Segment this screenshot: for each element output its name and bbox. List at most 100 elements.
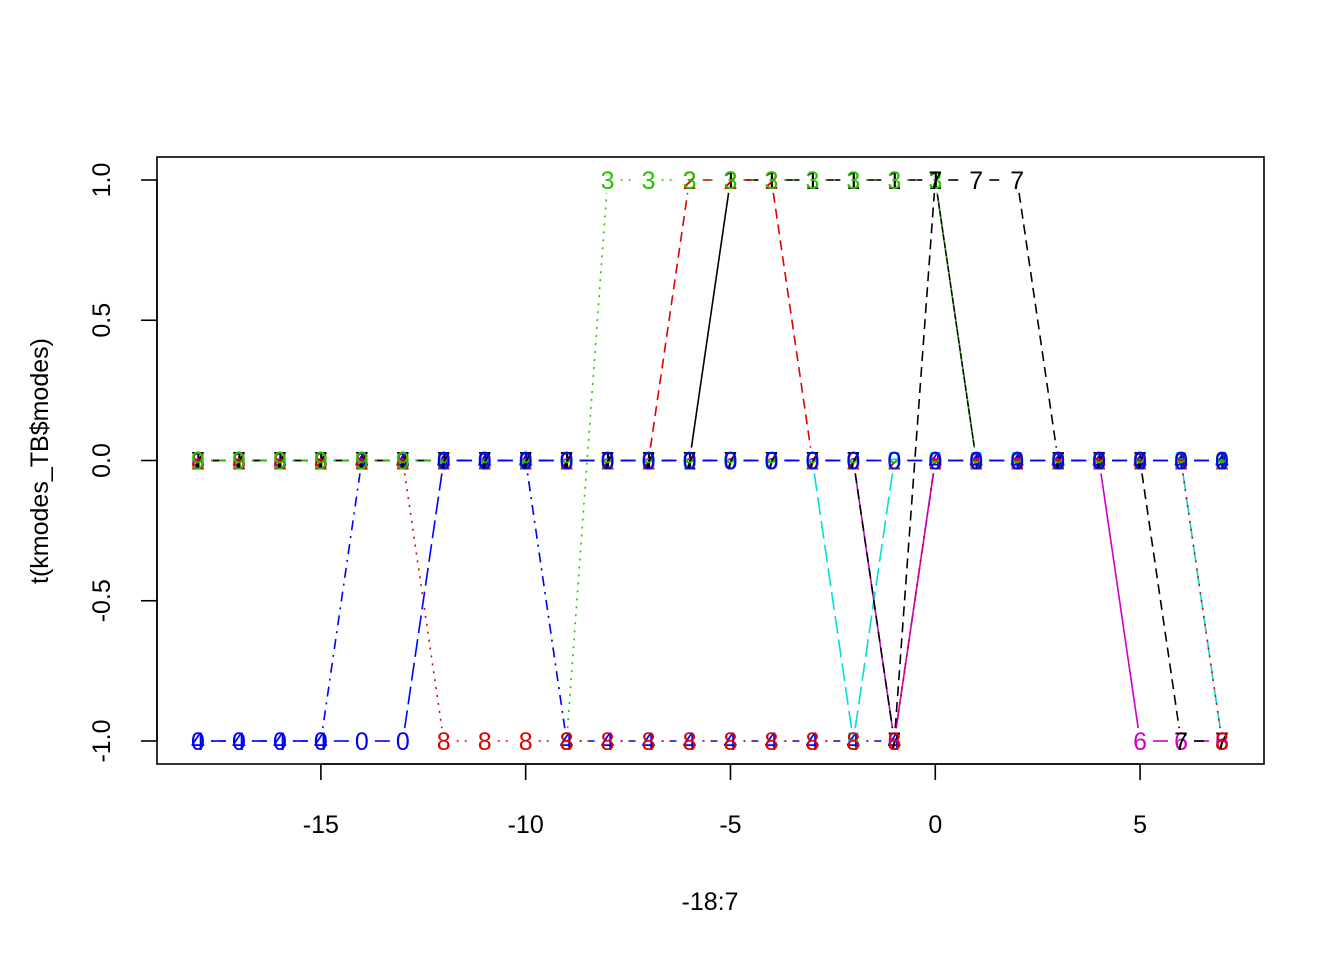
x-tick-label: -5 [719, 811, 741, 839]
point-marker: 3 [764, 167, 778, 195]
point-marker: 3 [396, 448, 410, 476]
point-marker: 8 [601, 728, 615, 756]
point-marker: 3 [314, 448, 328, 476]
point-marker: 5 [478, 448, 492, 476]
point-marker: 5 [642, 448, 656, 476]
point-marker: 5 [928, 448, 942, 476]
point-marker: 3 [273, 448, 287, 476]
point-marker: 1 [642, 448, 656, 476]
y-tick-label: -0.5 [88, 579, 116, 622]
series-segment [936, 192, 976, 448]
series-segment [894, 192, 936, 729]
point-marker: 0 [724, 448, 738, 476]
point-marker: 9 [887, 448, 901, 476]
point-marker: 9 [1174, 448, 1188, 476]
series-segment [649, 192, 689, 448]
point-marker: 5 [314, 448, 328, 476]
point-marker: 6 [846, 448, 860, 476]
point-marker: 8 [887, 728, 901, 756]
point-marker: 1 [191, 448, 205, 476]
point-marker: 4 [601, 728, 615, 756]
point-marker: 8 [437, 728, 451, 756]
point-marker: 4 [191, 728, 205, 756]
point-marker: 9 [683, 448, 697, 476]
y-tick-label: -1.0 [88, 719, 116, 762]
point-marker: 9 [314, 448, 328, 476]
point-marker: 2 [683, 167, 697, 195]
x-axis-label: -18:7 [682, 888, 739, 916]
point-marker: 3 [846, 167, 860, 195]
point-marker: 3 [969, 448, 983, 476]
point-marker: 7 [437, 448, 451, 476]
point-marker: 5 [969, 448, 983, 476]
point-marker: 8 [1010, 448, 1024, 476]
point-marker: 4 [396, 448, 410, 476]
point-marker: 1 [1133, 448, 1147, 476]
point-marker: 1 [764, 167, 778, 195]
point-marker: 5 [191, 448, 205, 476]
point-marker: 3 [519, 448, 533, 476]
point-marker: 4 [764, 728, 778, 756]
point-marker: 4 [805, 728, 819, 756]
point-marker: 6 [1133, 728, 1147, 756]
point-marker: 0 [601, 448, 615, 476]
point-marker: 3 [1215, 448, 1229, 476]
point-marker: 6 [1215, 728, 1229, 756]
point-marker: 6 [1092, 448, 1106, 476]
point-marker: 5 [846, 728, 860, 756]
point-marker: 3 [437, 448, 451, 476]
point-marker: 2 [601, 448, 615, 476]
point-marker: 1 [1010, 448, 1024, 476]
point-marker: 6 [1174, 728, 1188, 756]
point-marker: 9 [519, 448, 533, 476]
point-marker: 2 [1215, 448, 1229, 476]
x-tick-label: 5 [1133, 811, 1147, 839]
y-tick-label: 0.0 [88, 443, 116, 478]
point-marker: 3 [887, 167, 901, 195]
point-marker: 7 [1174, 728, 1188, 756]
point-marker: 3 [1051, 448, 1065, 476]
point-marker: 7 [478, 448, 492, 476]
point-marker: 8 [642, 728, 656, 756]
point-marker: 9 [805, 448, 819, 476]
point-marker: 1 [1092, 448, 1106, 476]
point-marker: 6 [764, 448, 778, 476]
point-marker: 9 [969, 448, 983, 476]
series-segment [1182, 473, 1221, 729]
point-marker: 5 [519, 448, 533, 476]
point-marker: 2 [191, 448, 205, 476]
point-marker: 6 [969, 448, 983, 476]
series-segment [1141, 473, 1180, 729]
point-marker: 1 [805, 167, 819, 195]
point-marker: 9 [396, 448, 410, 476]
point-marker: 8 [519, 728, 533, 756]
y-axis-label: t(kmodes_TB$modes) [26, 338, 54, 584]
series-segment [772, 192, 812, 448]
point-marker: 2 [928, 448, 942, 476]
point-marker: 8 [355, 448, 369, 476]
point-marker: 0 [1010, 448, 1024, 476]
point-marker: 9 [478, 448, 492, 476]
point-marker: 9 [601, 448, 615, 476]
x-tick-label: -10 [508, 811, 544, 839]
series-5: 5 5 5 5 5 5 5 5 5 5 5 5 5 5 5 555 5 5 5 5 5 5 55 [191, 448, 1229, 757]
point-marker: 6 [642, 448, 656, 476]
point-marker: 0 [1092, 448, 1106, 476]
point-marker: 8 [1092, 448, 1106, 476]
point-marker: 0 [764, 448, 778, 476]
point-marker: 1 [724, 167, 738, 195]
point-marker: 7 [1133, 448, 1147, 476]
point-marker: 4 [928, 448, 942, 476]
point-marker: 5 [1215, 728, 1229, 756]
point-marker: 1 [846, 167, 860, 195]
point-marker: 9 [1092, 448, 1106, 476]
point-marker: 6 [805, 448, 819, 476]
point-marker: 7 [560, 448, 574, 476]
series-segment [690, 192, 730, 448]
point-marker: 2 [314, 448, 328, 476]
point-marker: 2 [396, 448, 410, 476]
point-marker: 3 [642, 167, 656, 195]
